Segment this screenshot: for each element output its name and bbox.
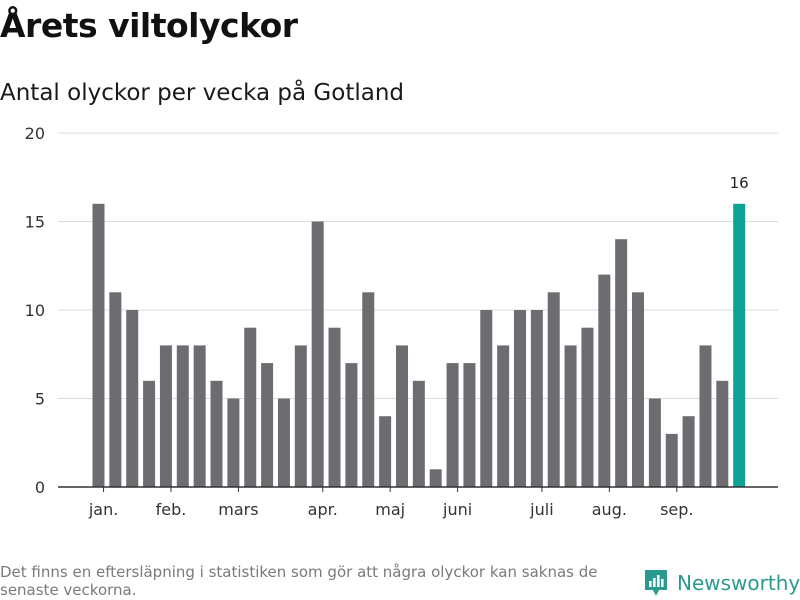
bar bbox=[632, 292, 645, 487]
bar bbox=[227, 398, 240, 487]
bar bbox=[126, 310, 139, 487]
x-tick-label: feb. bbox=[156, 500, 187, 519]
brand-name: Newsworthy bbox=[677, 571, 800, 595]
chart-title: Årets viltolyckor bbox=[0, 6, 298, 45]
bar bbox=[682, 416, 695, 487]
bar bbox=[412, 380, 425, 487]
bar bbox=[716, 380, 729, 487]
bar bbox=[598, 274, 611, 487]
x-tick-label: aug. bbox=[592, 500, 627, 519]
bar bbox=[463, 363, 476, 487]
chart-subtitle: Antal olyckor per vecka på Gotland bbox=[0, 80, 405, 106]
bar-chart: 0 5 10 15 20 jan. feb. mars apr. maj juni juli aug.… bbox=[25, 124, 778, 519]
bar bbox=[311, 221, 324, 487]
bar bbox=[497, 345, 510, 487]
bar bbox=[564, 345, 577, 487]
bar bbox=[193, 345, 206, 487]
footnote: Det finns en eftersläpning i statistiken… bbox=[0, 563, 598, 599]
x-tick-label: jan. bbox=[88, 500, 118, 519]
x-tick-label: sep. bbox=[660, 500, 693, 519]
bar bbox=[109, 292, 122, 487]
bar bbox=[210, 380, 223, 487]
bar bbox=[159, 345, 172, 487]
x-tick-label: juli bbox=[529, 500, 553, 519]
x-axis-ticks: jan. feb. mars apr. maj juni juli aug. sep. bbox=[88, 487, 694, 519]
bar bbox=[143, 380, 156, 487]
bar bbox=[514, 310, 526, 487]
bar-highlight bbox=[733, 203, 746, 488]
bar bbox=[699, 345, 712, 487]
x-tick-label: maj bbox=[375, 500, 405, 519]
bar bbox=[446, 363, 459, 487]
bar bbox=[615, 239, 628, 487]
y-tick-label: 10 bbox=[25, 301, 45, 320]
bar bbox=[530, 310, 543, 487]
data-labels: 16 bbox=[730, 174, 749, 192]
data-label-highlight: 16 bbox=[730, 174, 749, 192]
bar bbox=[395, 345, 408, 487]
y-axis-ticks: 0 5 10 15 20 bbox=[25, 124, 45, 497]
bar bbox=[362, 292, 375, 487]
y-tick-label: 15 bbox=[25, 213, 45, 232]
bar bbox=[328, 327, 341, 487]
y-tick-label: 20 bbox=[25, 124, 45, 143]
bar bbox=[480, 310, 493, 487]
bar bbox=[665, 433, 678, 487]
y-tick-label: 5 bbox=[35, 390, 45, 409]
x-tick-label: mars bbox=[218, 500, 258, 519]
bar bbox=[294, 345, 307, 487]
bar bbox=[648, 398, 661, 487]
bar bbox=[92, 203, 105, 488]
newsworthy-logo-icon bbox=[645, 570, 667, 596]
bar bbox=[429, 469, 442, 487]
bar bbox=[581, 327, 594, 487]
bar bbox=[261, 363, 274, 487]
bar bbox=[176, 345, 189, 487]
brand-logo: Newsworthy bbox=[643, 568, 800, 598]
bar bbox=[379, 416, 392, 487]
bar bbox=[345, 363, 358, 487]
y-tick-label: 0 bbox=[35, 478, 45, 497]
bar bbox=[547, 292, 560, 487]
bars bbox=[92, 203, 746, 488]
bar bbox=[244, 327, 257, 487]
x-tick-label: juni bbox=[442, 500, 472, 519]
bar bbox=[277, 398, 290, 487]
x-tick-label: apr. bbox=[308, 500, 338, 519]
